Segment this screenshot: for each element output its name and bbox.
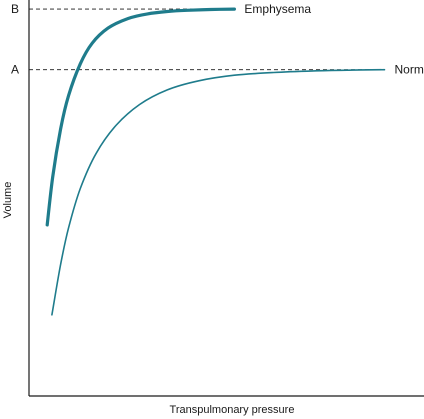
reference-label-a: A [11,63,19,77]
series-line-emphysema [45,7,236,227]
y-axis-label: Volume [2,182,14,219]
x-axis-label: Transpulmonary pressure [170,404,295,416]
series-label-emphysema: Emphysema [244,2,311,16]
series-group: Emphysema Normal [45,2,424,316]
reference-lines: BA [11,2,385,77]
series-line-normal [51,68,386,316]
reference-label-b: B [11,2,19,16]
series-label-normal: Normal [395,63,424,77]
